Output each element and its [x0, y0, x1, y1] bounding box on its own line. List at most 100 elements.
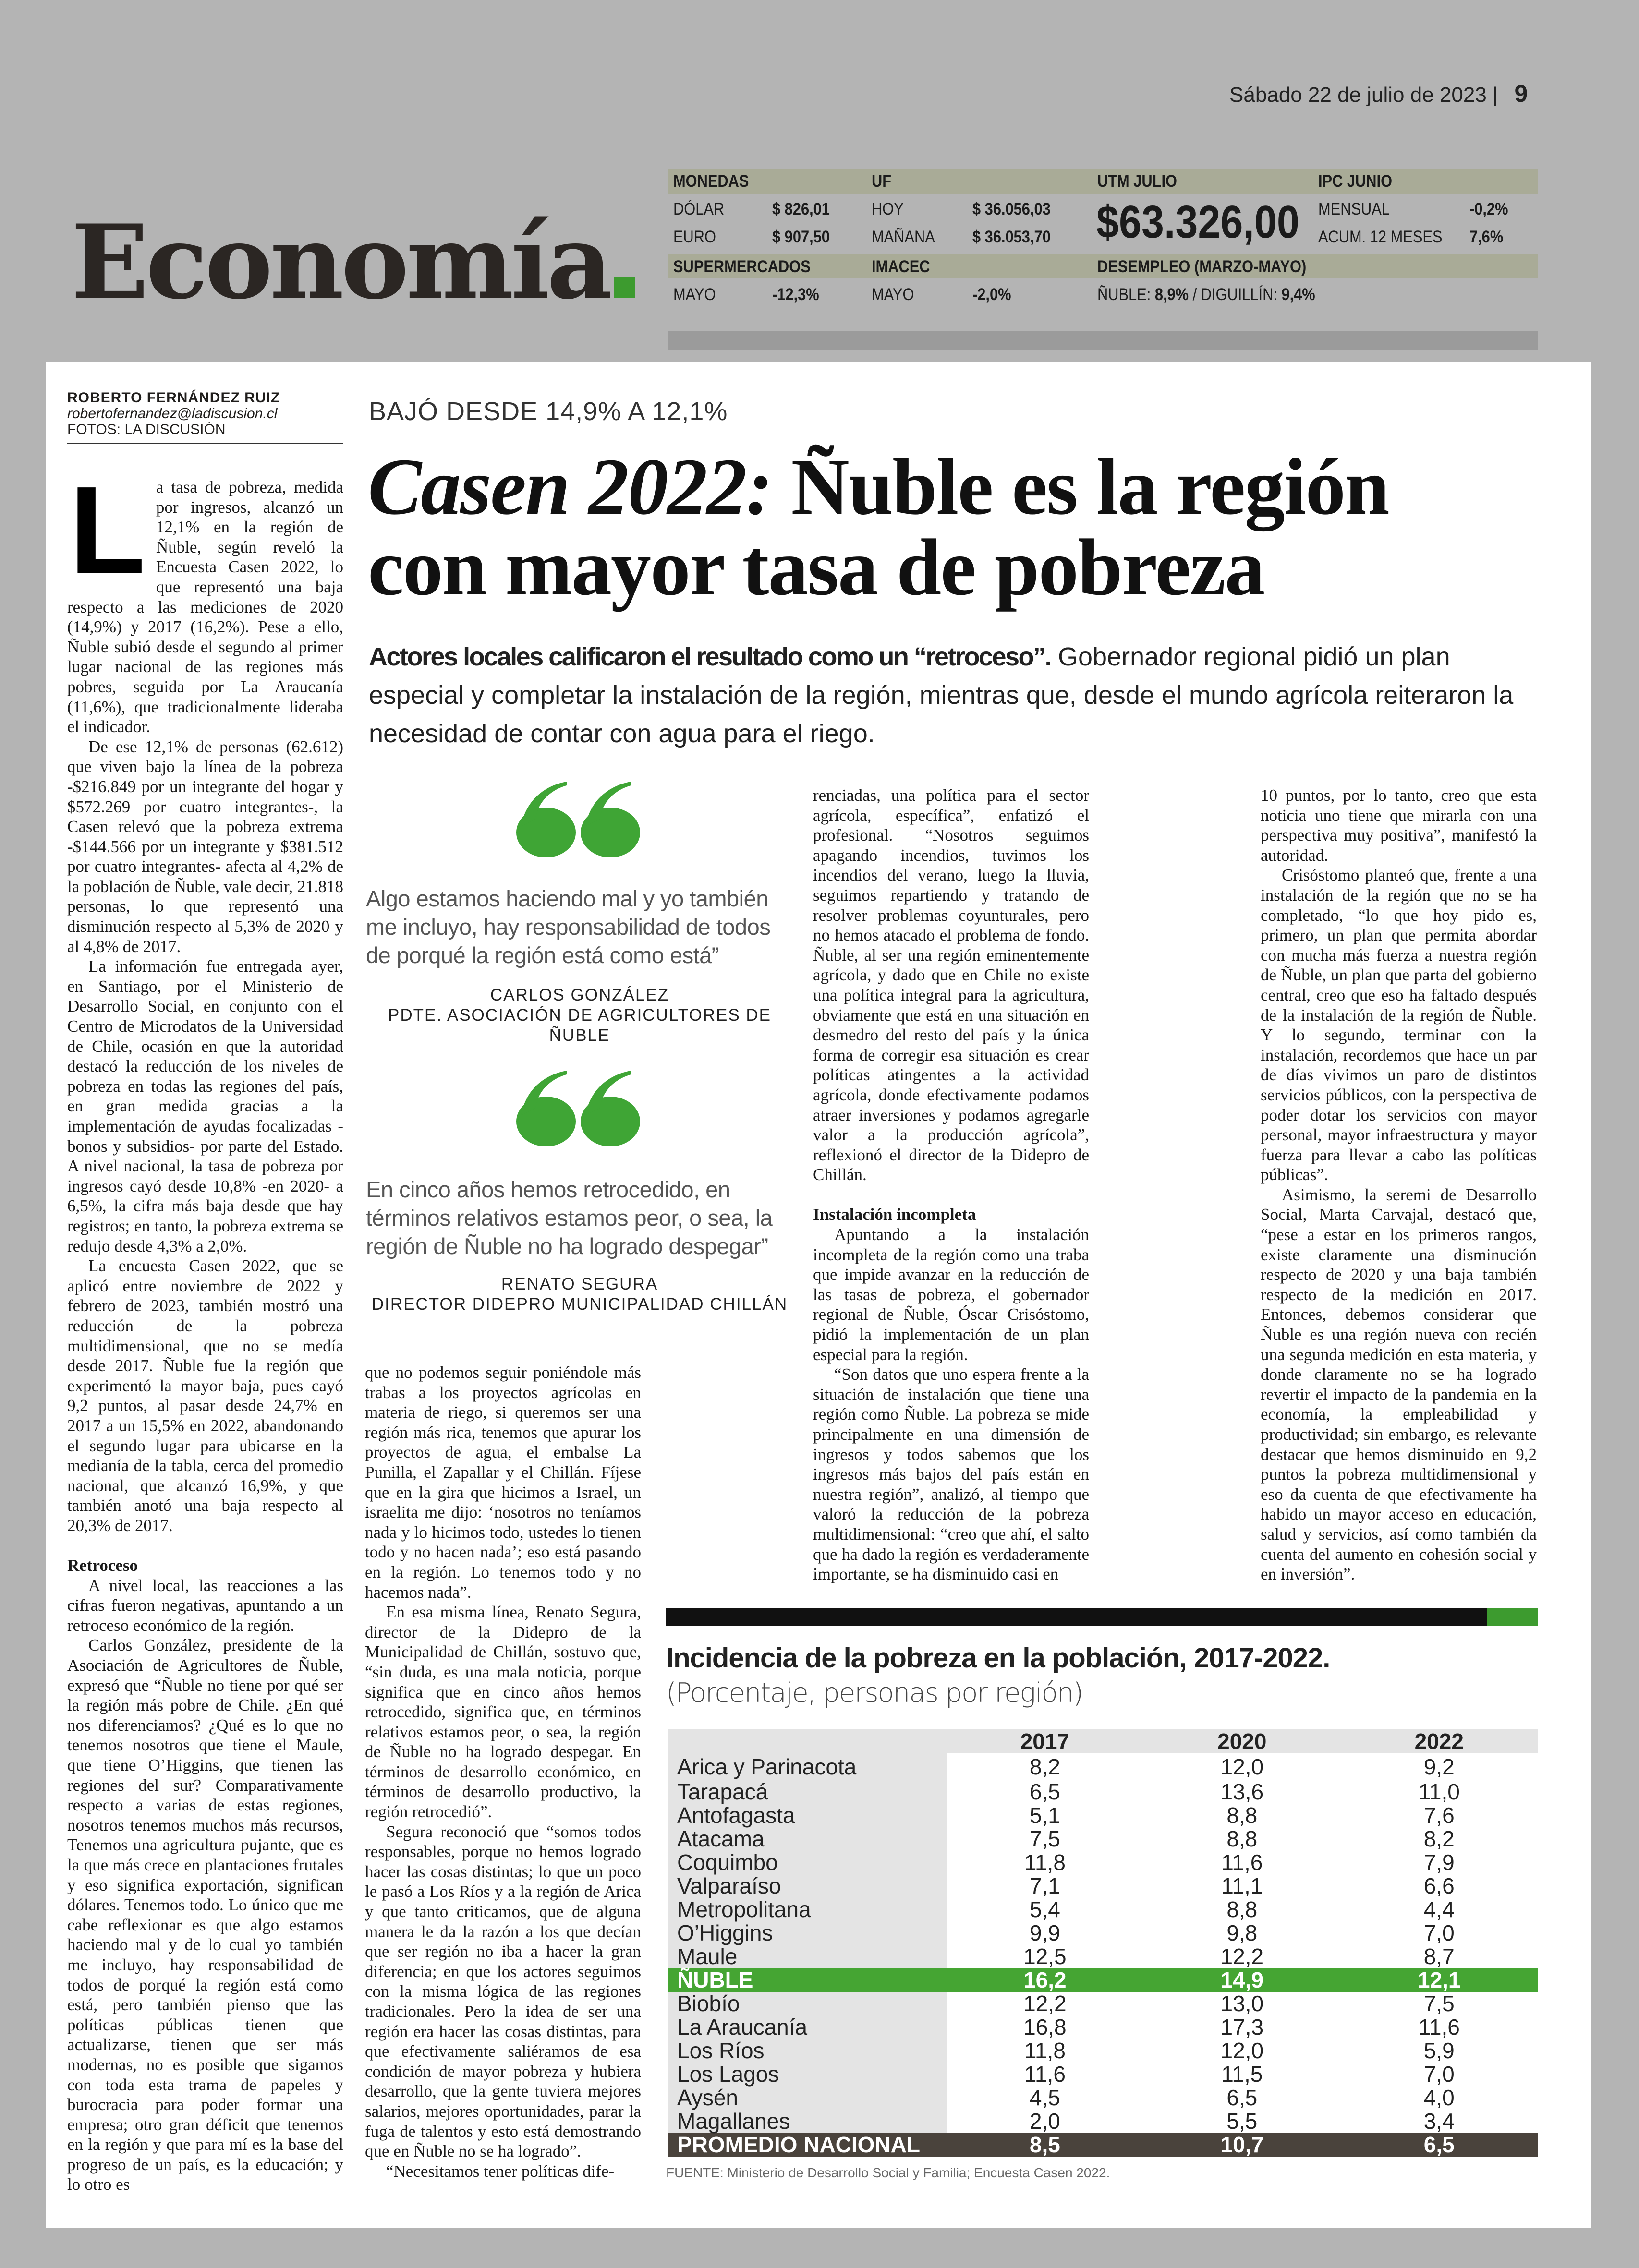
- paragraph-text: Apuntando a la instalación incompleta de…: [813, 1225, 1089, 1364]
- table-row: Metropolitana 5,4 8,8 4,4: [668, 1898, 1538, 1921]
- supermercados-title: SUPERMERCADOS: [673, 257, 811, 276]
- indicator-header-band: [668, 169, 1538, 194]
- imacec-title: IMACEC: [872, 257, 930, 276]
- ipc-mensual-value: -0,2%: [1469, 200, 1508, 218]
- paragraph: En esa misma línea, Renato Segura, direc…: [365, 1602, 641, 1822]
- date-text: Sábado 22 de julio de 2023 |: [1229, 83, 1498, 107]
- utm-title: UTM JULIO: [1097, 172, 1177, 191]
- uf-title: UF: [872, 172, 892, 191]
- paragraph-text: De ese 12,1% de personas (62.612) que vi…: [67, 737, 343, 956]
- value-2017: 11,6: [1024, 2062, 1066, 2087]
- paragraph: A nivel local, las reacciones a las cifr…: [67, 1576, 343, 1636]
- supermercados-label: MAYO: [673, 285, 716, 304]
- paragraph: La información fue entregada ayer, en Sa…: [67, 956, 343, 1256]
- header-divider-bar: [668, 331, 1538, 350]
- byline-divider: [67, 443, 343, 444]
- paragraph: Asimismo, la seremi de Desarrollo Social…: [1261, 1185, 1537, 1584]
- paragraph: Carlos González, presidente de la Asocia…: [67, 1635, 343, 2195]
- value-2022: 7,6: [1423, 1803, 1455, 1828]
- pull-quote-attribution: CARLOS GONZÁLEZ PDTE. ASOCIACIÓN DE AGRIC…: [366, 985, 793, 1046]
- region-name: Tarapacá: [668, 1780, 947, 1804]
- author-name: ROBERTO FERNÁNDEZ RUIZ: [67, 390, 280, 406]
- value-2022: 8,2: [1423, 1826, 1455, 1851]
- ipc-mensual-label: MENSUAL: [1318, 200, 1390, 218]
- region-name: La Araucanía: [668, 2015, 947, 2039]
- value-2017: 9,9: [1029, 1920, 1060, 1945]
- value-2020: 6,5: [1226, 2085, 1258, 2110]
- value-2022: 3,4: [1423, 2109, 1455, 2134]
- table-row: Antofagasta 5,1 8,8 7,6: [668, 1804, 1538, 1827]
- table-subtitle: (Porcentaje, personas por región): [666, 1677, 1083, 1709]
- value-2022: 12,1: [1340, 1968, 1538, 1992]
- uf-hoy-value: $ 36.056,03: [972, 200, 1051, 218]
- table-source: FUENTE: Ministerio de Desarrollo Social …: [666, 2165, 1110, 2180]
- table-row: Magallanes 2,0 5,5 3,4: [668, 2110, 1538, 2133]
- author-email[interactable]: robertofernandez@ladiscusion.cl: [67, 406, 278, 422]
- table-title: Incidencia de la pobreza en la población…: [666, 1642, 1330, 1674]
- value-2022: 8,7: [1423, 1944, 1455, 1969]
- value-2017: 12,5: [1023, 1944, 1067, 1969]
- value-2022: 7,9: [1423, 1850, 1455, 1875]
- region-name: Valparaíso: [668, 1874, 947, 1898]
- value-2020: 8,8: [1226, 1803, 1258, 1828]
- paragraph-text: Asimismo, la seremi de Desarrollo Social…: [1261, 1185, 1537, 1584]
- value-2022: 7,0: [1423, 1920, 1455, 1945]
- value-2017: 12,2: [1023, 1991, 1067, 2016]
- value-2017: 8,2: [1029, 1754, 1060, 1779]
- region-name: Aysén: [668, 2086, 947, 2110]
- value-2022: 4,0: [1423, 2085, 1455, 2110]
- region-name: Biobío: [668, 1992, 947, 2015]
- region-name: Coquimbo: [668, 1851, 947, 1874]
- economic-indicators-box: MONEDAS UF UTM JULIO IPC JUNIO DÓLAR $ 8…: [668, 169, 1538, 305]
- paragraph-text: La información fue entregada ayer, en Sa…: [67, 957, 343, 1255]
- region-name: Maule: [668, 1945, 947, 1968]
- headline-line-1: Casen 2022: Ñuble es la región: [368, 446, 1544, 527]
- value-2022: 6,5: [1340, 2133, 1538, 2157]
- deck-bold: Actores locales calificaron el resultado…: [369, 642, 1052, 671]
- value-2017: 11,8: [1024, 2038, 1066, 2063]
- value-2020: 8,8: [1226, 1826, 1258, 1851]
- quote-role: DIRECTOR DIDEPRO MUNICIPALIDAD CHILLÁN: [371, 1295, 788, 1314]
- table-row: Maule 12,5 12,2 8,7: [668, 1945, 1538, 1968]
- poverty-table: 2017 2020 2022 Arica y Parinacota 8,2 12,0…: [668, 1729, 1538, 2157]
- table-bar-accent: [1487, 1608, 1538, 1626]
- quote-open-icon: [516, 1071, 640, 1146]
- paragraph-text: 10 puntos, por lo tanto, creo que esta n…: [1261, 786, 1537, 865]
- headline-line-2: con mayor tasa de pobreza: [368, 523, 1265, 612]
- indicator-header-band: [668, 254, 1538, 278]
- ipc-acum-label: ACUM. 12 MESES: [1318, 228, 1443, 246]
- paragraph-text: que no podemos seguir poniéndole más tra…: [365, 1363, 641, 1602]
- quote-author: CARLOS GONZÁLEZ: [490, 986, 669, 1004]
- value-2020: 9,8: [1226, 1920, 1258, 1945]
- headline-italic: Casen 2022:: [368, 442, 773, 531]
- uf-hoy-label: HOY: [872, 200, 904, 218]
- kicker: BAJÓ DESDE 14,9% A 12,1%: [369, 397, 728, 426]
- paragraph-text: Crisóstomo planteó que, frente a una ins…: [1261, 866, 1537, 1184]
- value-2022: 7,5: [1423, 1991, 1455, 2016]
- desempleo-title: DESEMPLEO (MARZO-MAYO): [1097, 257, 1307, 276]
- nuble-label: ÑUBLE:: [1097, 285, 1151, 304]
- uf-manana-value: $ 36.053,70: [972, 228, 1051, 246]
- paragraph-text: “Necesitamos tener políticas dife-: [386, 2161, 615, 2181]
- value-2020: 11,5: [1221, 2062, 1263, 2087]
- value-2020: 12,0: [1220, 1754, 1264, 1779]
- paragraph-text: “Son datos que uno espera frente a la si…: [813, 1365, 1089, 1584]
- value-2022: 7,0: [1423, 2062, 1455, 2087]
- subheading: Instalación incompleta: [813, 1205, 976, 1224]
- value-2017: 16,2: [946, 1968, 1144, 1992]
- table-row-highlight: ÑUBLE 16,2 14,9 12,1: [668, 1968, 1538, 1992]
- section-name: Economía: [71, 202, 613, 322]
- ipc-title: IPC JUNIO: [1318, 172, 1393, 191]
- value-2017: 6,5: [1029, 1779, 1060, 1804]
- value-2020: 8,8: [1226, 1897, 1258, 1922]
- pull-quote-text: Algo estamos haciendo mal y yo también m…: [366, 886, 771, 968]
- paragraph-text: En esa misma línea, Renato Segura, direc…: [365, 1603, 641, 1822]
- dolar-value: $ 826,01: [772, 200, 830, 218]
- value-2017: 11,8: [1024, 1850, 1066, 1875]
- column-header-2017: 2017: [946, 1729, 1144, 1753]
- column-header-2022: 2022: [1340, 1729, 1538, 1753]
- section-title: Economía: [71, 211, 635, 313]
- region-name: Antofagasta: [668, 1804, 947, 1827]
- monedas-title: MONEDAS: [673, 172, 749, 191]
